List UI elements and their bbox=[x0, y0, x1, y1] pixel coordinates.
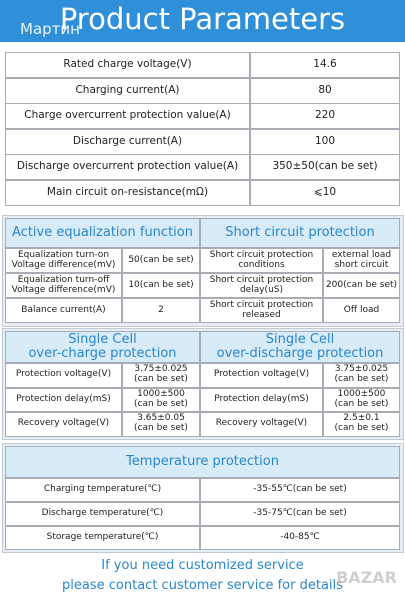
row-value: 10(can be set) bbox=[122, 273, 200, 298]
row-value: 1000±500 (can be set) bbox=[122, 387, 200, 412]
row-value: 2.5±0.1 (can be set) bbox=[323, 412, 400, 437]
row-value: 2 bbox=[122, 298, 200, 323]
section-title: Single Cell over-discharge protection bbox=[200, 331, 400, 363]
param-label: Discharge overcurrent protection value(A… bbox=[5, 154, 250, 180]
row-label: Protection voltage(V) bbox=[200, 363, 323, 388]
row-value: 3.75±0.025 (can be set) bbox=[323, 363, 400, 388]
row-label: Protection voltage(V) bbox=[5, 363, 122, 388]
param-value: 80 bbox=[250, 77, 400, 104]
row-value: Off load bbox=[323, 298, 400, 323]
row-label: Protection delay(mS) bbox=[200, 387, 323, 412]
row-label: Protection delay(mS) bbox=[5, 387, 122, 412]
row-value: 50(can be set) bbox=[122, 248, 200, 273]
param-label: Rated charge voltage(V) bbox=[5, 52, 250, 78]
param-label: Discharge current(A) bbox=[5, 128, 250, 155]
header-band bbox=[0, 0, 405, 42]
section-title: Single Cell over-charge protection bbox=[5, 331, 200, 363]
param-value: 220 bbox=[250, 103, 400, 129]
param-value: 100 bbox=[250, 128, 400, 155]
row-value: 3.65±0.05 (can be set) bbox=[122, 412, 200, 437]
row-value: external load short circuit bbox=[323, 248, 400, 273]
section-title: Temperature protection bbox=[5, 446, 400, 478]
param-value: 350±50(can be set) bbox=[250, 154, 400, 180]
row-label: Recovery voltage(V) bbox=[5, 412, 122, 437]
footer-line: If you need customized service bbox=[101, 558, 304, 573]
watermark: Мартин bbox=[20, 20, 80, 38]
row-value: -35-75℃(can be set) bbox=[200, 502, 400, 526]
row-label: Charging temperature(℃) bbox=[5, 478, 200, 502]
row-label: Equalization turn-off Voltage difference… bbox=[5, 273, 122, 298]
row-value: -35-55℃(can be set) bbox=[200, 478, 400, 502]
row-value: -40-85℃ bbox=[200, 526, 400, 550]
row-label: Storage temperature(℃) bbox=[5, 526, 200, 550]
param-label: Charging current(A) bbox=[5, 77, 250, 104]
param-label: Main circuit on-resistance(mΩ) bbox=[5, 179, 250, 206]
row-label: Short circuit protection conditions bbox=[200, 248, 323, 273]
logo: BAZAR bbox=[336, 568, 397, 587]
row-label: Equalization turn-on Voltage difference(… bbox=[5, 248, 122, 273]
row-value: 1000±500 (can be set) bbox=[323, 387, 400, 412]
param-value: ⩽10 bbox=[250, 179, 400, 206]
param-value: 14.6 bbox=[250, 52, 400, 78]
row-label: Recovery voltage(V) bbox=[200, 412, 323, 437]
section-title: Short circuit protection bbox=[200, 218, 400, 248]
footer-line: please contact customer service for deta… bbox=[62, 578, 343, 593]
row-value: 3.75±0.025 (can be set) bbox=[122, 363, 200, 388]
param-label: Charge overcurrent protection value(A) bbox=[5, 103, 250, 129]
row-label: Short circuit protection released bbox=[200, 298, 323, 323]
row-label: Discharge temperature(℃) bbox=[5, 502, 200, 526]
section-title: Active equalization function bbox=[5, 218, 200, 248]
row-value: 200(can be set) bbox=[323, 273, 400, 298]
row-label: Balance current(A) bbox=[5, 298, 122, 323]
page-title: Product Parameters bbox=[59, 2, 346, 36]
row-label: Short circuit protection delay(uS) bbox=[200, 273, 323, 298]
